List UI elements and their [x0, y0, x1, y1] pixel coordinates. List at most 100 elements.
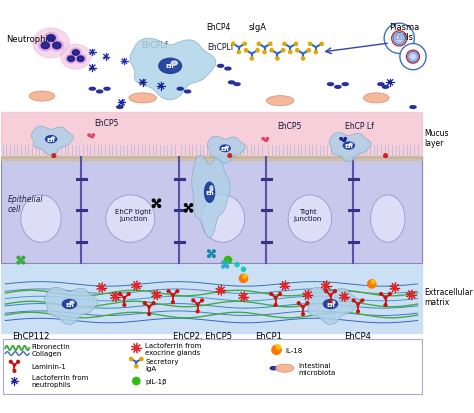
Ellipse shape — [344, 138, 346, 140]
Ellipse shape — [208, 255, 210, 258]
FancyBboxPatch shape — [82, 158, 179, 263]
Ellipse shape — [297, 302, 300, 305]
Ellipse shape — [306, 302, 309, 305]
Ellipse shape — [97, 91, 103, 94]
Ellipse shape — [378, 83, 384, 86]
Text: Eh: Eh — [65, 302, 74, 307]
FancyBboxPatch shape — [354, 156, 422, 161]
Text: Epithelial
cell: Epithelial cell — [8, 194, 44, 214]
Ellipse shape — [361, 299, 364, 302]
Ellipse shape — [270, 50, 273, 53]
Ellipse shape — [226, 147, 228, 149]
Text: Extracellular
matrix: Extracellular matrix — [424, 287, 473, 307]
Ellipse shape — [294, 43, 298, 46]
Ellipse shape — [226, 266, 228, 268]
Ellipse shape — [272, 345, 281, 355]
Text: EhCPLf: EhCPLf — [141, 41, 168, 50]
Text: Plasma
cells: Plasma cells — [389, 23, 419, 42]
Ellipse shape — [117, 107, 123, 109]
FancyBboxPatch shape — [266, 156, 354, 161]
Ellipse shape — [22, 261, 25, 264]
Ellipse shape — [177, 88, 183, 91]
FancyBboxPatch shape — [179, 156, 266, 161]
Ellipse shape — [279, 293, 282, 296]
Polygon shape — [130, 39, 216, 101]
Ellipse shape — [22, 257, 25, 259]
Polygon shape — [191, 156, 230, 238]
Ellipse shape — [105, 57, 107, 59]
Ellipse shape — [190, 210, 192, 212]
Ellipse shape — [120, 102, 123, 104]
Ellipse shape — [33, 29, 69, 59]
Ellipse shape — [184, 91, 191, 94]
Ellipse shape — [266, 96, 294, 107]
Text: EhCP4: EhCP4 — [344, 331, 371, 340]
Text: EhCP2, EhCP5: EhCP2, EhCP5 — [173, 331, 232, 340]
FancyBboxPatch shape — [0, 156, 82, 161]
Ellipse shape — [324, 284, 328, 288]
Ellipse shape — [218, 65, 224, 68]
Ellipse shape — [143, 302, 146, 305]
Ellipse shape — [142, 82, 144, 84]
Ellipse shape — [296, 50, 299, 53]
Ellipse shape — [331, 301, 335, 304]
Ellipse shape — [176, 290, 179, 293]
Ellipse shape — [172, 294, 174, 297]
Ellipse shape — [88, 135, 90, 137]
Text: sIgA: sIgA — [248, 23, 266, 32]
Ellipse shape — [270, 293, 273, 296]
Ellipse shape — [167, 290, 170, 293]
Polygon shape — [31, 127, 73, 156]
Ellipse shape — [234, 83, 240, 86]
Ellipse shape — [123, 297, 126, 299]
Ellipse shape — [256, 50, 259, 53]
Ellipse shape — [269, 43, 272, 46]
Ellipse shape — [302, 306, 304, 309]
Ellipse shape — [70, 49, 82, 58]
Text: EhCP5: EhCP5 — [94, 119, 118, 128]
Ellipse shape — [283, 284, 287, 288]
Ellipse shape — [242, 295, 246, 299]
Ellipse shape — [220, 146, 230, 152]
Ellipse shape — [61, 45, 91, 70]
Ellipse shape — [400, 45, 426, 71]
Ellipse shape — [73, 51, 79, 56]
Text: Eh: Eh — [326, 302, 335, 307]
Ellipse shape — [92, 135, 94, 137]
Text: EhCP112: EhCP112 — [12, 331, 49, 340]
Text: EhCP tight
junction: EhCP tight junction — [115, 208, 152, 221]
Ellipse shape — [389, 82, 391, 84]
Ellipse shape — [356, 310, 359, 313]
Text: Eh: Eh — [345, 144, 353, 149]
Ellipse shape — [70, 301, 74, 304]
Ellipse shape — [250, 58, 253, 61]
Ellipse shape — [158, 199, 161, 202]
Ellipse shape — [228, 154, 232, 158]
FancyBboxPatch shape — [82, 156, 179, 161]
Ellipse shape — [91, 67, 93, 70]
Ellipse shape — [225, 68, 231, 71]
Ellipse shape — [17, 361, 19, 363]
Text: Laminin-1: Laminin-1 — [32, 363, 67, 370]
Ellipse shape — [106, 195, 155, 243]
Ellipse shape — [340, 138, 342, 140]
FancyBboxPatch shape — [0, 112, 422, 158]
Ellipse shape — [357, 303, 359, 306]
Ellipse shape — [46, 136, 56, 143]
Ellipse shape — [329, 294, 332, 297]
Ellipse shape — [140, 358, 143, 361]
Text: EhCP Lf: EhCP Lf — [346, 122, 374, 131]
Ellipse shape — [241, 268, 246, 272]
Ellipse shape — [237, 51, 240, 55]
Ellipse shape — [383, 154, 387, 158]
Ellipse shape — [301, 58, 305, 61]
Ellipse shape — [384, 24, 414, 55]
Ellipse shape — [123, 61, 126, 63]
Text: EhCP5: EhCP5 — [277, 122, 301, 131]
Ellipse shape — [148, 313, 151, 316]
Ellipse shape — [334, 290, 337, 293]
Ellipse shape — [184, 210, 187, 212]
Ellipse shape — [155, 293, 158, 297]
Text: Eh: Eh — [47, 137, 55, 142]
Ellipse shape — [148, 306, 150, 309]
